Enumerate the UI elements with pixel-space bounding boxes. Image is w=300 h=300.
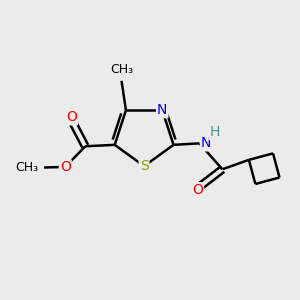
Text: O: O	[66, 110, 77, 124]
Text: O: O	[192, 183, 203, 197]
Text: N: N	[201, 136, 211, 150]
Text: H: H	[209, 125, 220, 139]
Text: CH₃: CH₃	[110, 62, 133, 76]
Text: CH₃: CH₃	[16, 161, 39, 174]
Text: S: S	[140, 159, 148, 173]
Text: O: O	[60, 160, 71, 174]
Text: N: N	[157, 103, 167, 117]
